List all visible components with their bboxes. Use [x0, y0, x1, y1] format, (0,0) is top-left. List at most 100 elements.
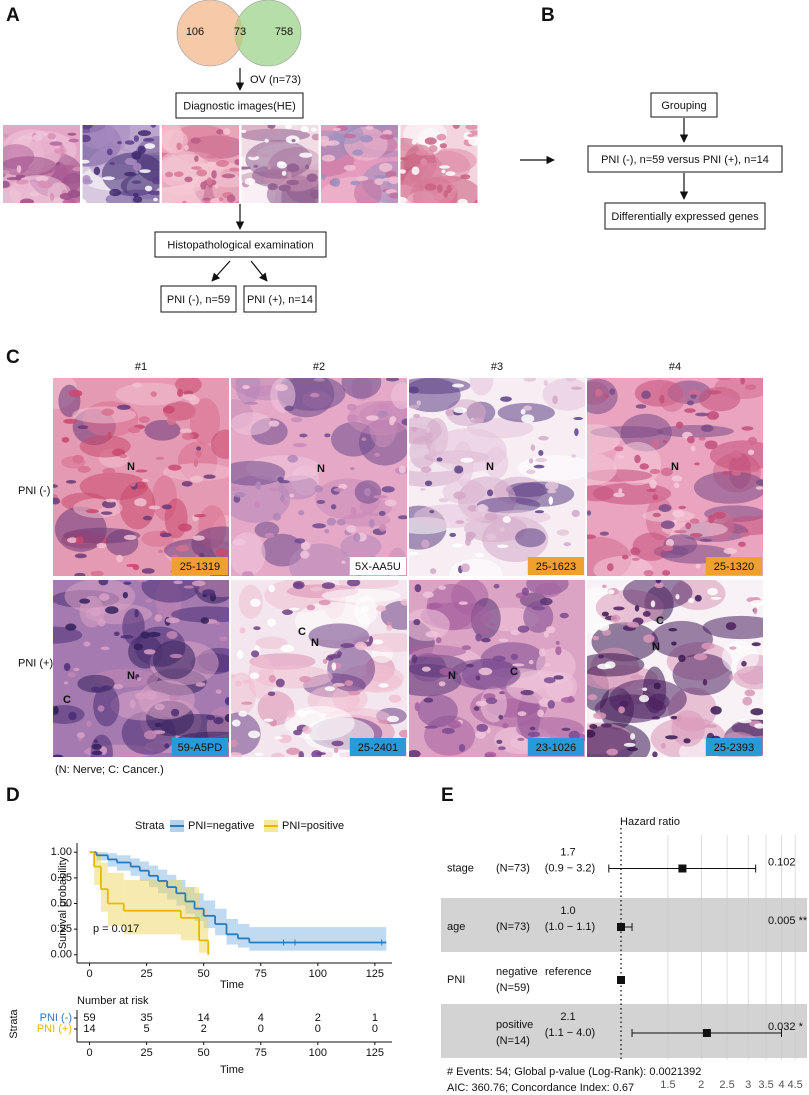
tissue-blob: [91, 686, 101, 693]
tissue-blob: [374, 452, 381, 457]
tissue-blob: [193, 458, 199, 467]
p-label: 0.032 *: [768, 1021, 804, 1033]
tissue-blob: [455, 520, 465, 525]
hr-label: 1.7: [560, 846, 575, 858]
tissue-blob: [660, 743, 666, 749]
tissue-blob: [214, 184, 219, 189]
annotation: N: [127, 461, 135, 473]
tissue-blob: [122, 591, 129, 599]
tissue-blob: [420, 466, 432, 473]
tissue-blob: [107, 431, 112, 440]
tissue-blob: [191, 166, 202, 170]
tissue-blob: [530, 444, 536, 451]
tissue-blob: [698, 436, 706, 441]
tissue-blob: [102, 467, 116, 475]
tissue-blob: [409, 551, 419, 556]
tissue-blob: [196, 169, 208, 177]
tissue-blob: [710, 596, 722, 600]
x-tick-label: 75: [255, 1047, 267, 1059]
tissue-blob: [117, 141, 122, 145]
tissue-blob: [391, 382, 407, 410]
tissue-blob: [306, 173, 318, 182]
row-label: PNI (-): [18, 485, 50, 497]
tissue-blob: [741, 660, 747, 667]
tissue-blob: [672, 510, 685, 518]
tissue-blob: [232, 538, 246, 546]
tissue-blob: [385, 170, 397, 178]
tissue-blob: [134, 609, 139, 618]
tissue-blob: [321, 139, 329, 147]
tissue-blob: [725, 622, 737, 631]
tissue-blob: [120, 635, 134, 639]
annotation: N: [311, 637, 319, 649]
tissue-blob: [571, 454, 577, 458]
n: (N=59): [496, 982, 530, 994]
tissue-blob: [79, 472, 149, 501]
tissue-blob: [136, 677, 142, 681]
column-header: #4: [669, 361, 681, 373]
tissue-blob: [523, 378, 537, 382]
tissue-blob: [731, 470, 742, 476]
tissue-blob: [68, 711, 77, 721]
tissue-blob: [485, 697, 498, 705]
tissue-blob: [635, 404, 647, 409]
tissue-blob: [275, 384, 288, 392]
tissue-blob: [143, 730, 157, 740]
risk-count: 0: [372, 1023, 378, 1035]
tissue-blob: [531, 606, 546, 611]
tissue-blob: [164, 743, 170, 749]
x-axis-title: Time: [220, 1064, 244, 1076]
tissue-blob: [642, 610, 651, 617]
tissue-blob: [299, 433, 308, 438]
tissue-blob: [67, 132, 77, 136]
tissue-blob: [587, 378, 618, 415]
tissue-blob: [747, 436, 758, 446]
tissue-blob: [77, 425, 89, 430]
histology-image: [231, 580, 407, 757]
tissue-blob: [289, 607, 300, 611]
tissue-blob: [436, 133, 447, 141]
tissue-blob: [350, 180, 361, 186]
x-tick-label: 100: [309, 968, 327, 980]
tissue-blob: [15, 174, 22, 181]
tissue-blob: [652, 512, 661, 518]
column-header: #3: [491, 361, 503, 373]
tissue-blob: [467, 133, 475, 137]
venn-count: 758: [275, 26, 293, 38]
histology-image: [162, 125, 239, 203]
tissue-blob: [137, 145, 146, 155]
tissue-blob: [203, 197, 211, 201]
tissue-blob: [510, 629, 520, 636]
tissue-blob: [224, 713, 229, 723]
tissue-blob: [219, 636, 228, 642]
tissue-blob: [340, 534, 382, 559]
tissue-blob: [714, 378, 763, 399]
panel-label: A: [6, 5, 20, 26]
tissue-blob: [353, 532, 361, 542]
tissue-blob: [587, 453, 617, 486]
tissue-blob: [90, 607, 102, 617]
tissue-blob: [192, 535, 205, 541]
tissue-blob: [85, 509, 99, 514]
tissue-blob: [618, 488, 623, 494]
tissue-blob: [388, 694, 402, 703]
tissue-blob: [244, 401, 258, 405]
tissue-blob: [341, 560, 346, 564]
tissue-blob: [423, 697, 434, 703]
tissue-blob: [465, 125, 478, 130]
tissue-blob: [249, 672, 260, 680]
tissue-blob: [634, 454, 641, 464]
tissue-blob: [241, 166, 251, 170]
tissue-blob: [153, 197, 158, 202]
histology-image: [587, 378, 763, 576]
forest-title: Hazard ratio: [620, 816, 680, 828]
tissue-blob: [306, 604, 316, 611]
tissue-blob: [538, 648, 546, 657]
tissue-blob: [142, 515, 153, 521]
tissue-blob: [592, 482, 672, 505]
tissue-blob: [264, 532, 275, 539]
tissue-blob: [338, 483, 348, 490]
tissue-blob: [231, 532, 266, 576]
tissue-blob: [215, 689, 222, 695]
tissue-blob: [526, 469, 536, 475]
